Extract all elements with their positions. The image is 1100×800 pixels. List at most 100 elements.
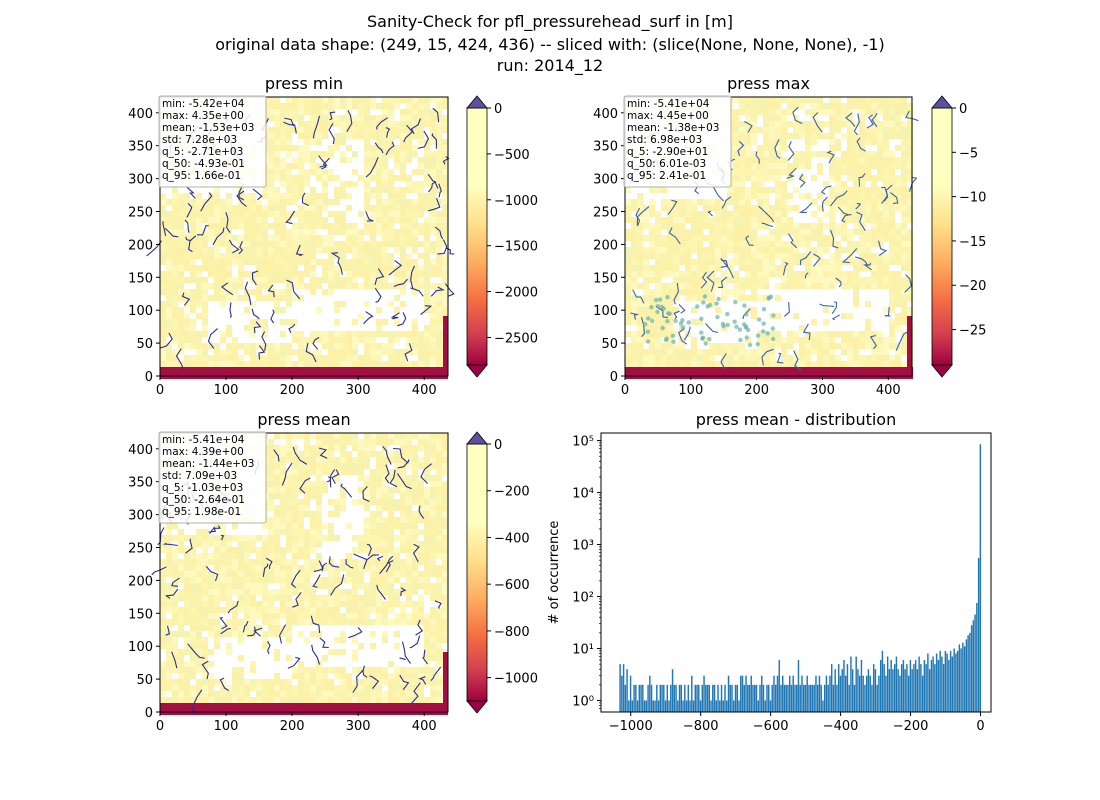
x-tick-label: −400 <box>823 719 859 734</box>
stats-line: max: 4.39e+00 <box>162 446 244 458</box>
histogram-bar <box>640 684 642 712</box>
colorbar-tick-label: −1000 <box>494 672 538 687</box>
histogram-bar <box>775 684 777 712</box>
histogram-bar <box>925 664 927 712</box>
histogram-bar <box>876 684 878 712</box>
x-tick-label: −800 <box>683 719 719 734</box>
y-tick-label: 10² <box>572 591 594 606</box>
histogram-bar <box>853 684 856 712</box>
colorbar-tick-label: −2000 <box>494 286 538 301</box>
histogram-bar <box>717 684 719 712</box>
histogram-bar <box>796 684 798 712</box>
x-tick-label: 300 <box>346 383 371 398</box>
histogram-bar <box>942 664 945 712</box>
histogram-bar <box>825 675 828 712</box>
histogram-bar <box>914 660 917 712</box>
histogram-bar <box>902 660 905 712</box>
x-tick-label: 0 <box>156 719 164 734</box>
histogram-bar <box>787 684 789 712</box>
x-tick-label: 0 <box>621 383 629 398</box>
histogram-bar <box>659 684 662 712</box>
histogram-bar <box>976 603 978 712</box>
histogram-bar <box>727 675 730 712</box>
y-tick-label: 150 <box>128 607 153 622</box>
histogram-bar <box>846 664 849 712</box>
histogram-bar <box>792 675 794 712</box>
colorbar-extend-min <box>466 700 488 714</box>
colorbar: 0 −500 −1000 −1500 −2000 −2500 <box>466 95 538 378</box>
histogram-bar <box>719 700 721 712</box>
histogram-bar <box>864 684 866 712</box>
histogram-bar <box>860 660 863 712</box>
histogram-bar <box>759 684 761 712</box>
histogram-bar <box>949 650 952 712</box>
stats-line: mean: -1.44e+03 <box>162 458 254 470</box>
histogram-bar <box>958 644 961 712</box>
histogram-bar <box>962 642 964 712</box>
heatmap-panel-1: press min 0 100 200 300 400 0 50 100 150 200 250 300… <box>128 74 538 398</box>
histogram-bar <box>806 675 808 712</box>
colorbar-tick-label: −800 <box>494 625 530 640</box>
colorbar-tick-label: −500 <box>494 148 530 163</box>
histogram-bar <box>874 669 877 712</box>
histogram-bar <box>724 684 726 712</box>
histogram-bar <box>829 675 831 712</box>
histogram-bar <box>666 684 669 712</box>
histogram-bar <box>682 700 684 712</box>
histogram-bar <box>809 684 812 712</box>
stats-line: min: -5.42e+04 <box>162 98 245 110</box>
heatmap-panel-3: press mean 0 100 200 300 400 0 50 100 150 200 250 30… <box>128 410 538 734</box>
colorbar-gradient <box>931 107 953 366</box>
histogram-bar <box>740 675 742 712</box>
histogram-bar <box>633 684 635 712</box>
stats-line: q_95: 1.66e-01 <box>162 170 241 182</box>
histogram-bar <box>895 656 898 712</box>
stats-line: q_50: -2.64e-01 <box>162 494 245 506</box>
y-axis-label: # of occurrence <box>547 521 562 625</box>
histogram-bar <box>754 684 756 712</box>
histogram-bar <box>743 684 745 712</box>
y-tick-label: 400 <box>593 107 618 122</box>
y-tick-label: 0 <box>610 370 618 385</box>
histogram-bar <box>736 684 738 712</box>
stats-line: mean: -1.38e+03 <box>627 122 719 134</box>
x-tick-label: 400 <box>412 719 437 734</box>
y-tick-label: 10⁰ <box>572 694 594 709</box>
histogram-bar <box>946 653 948 712</box>
histogram-bar <box>638 684 641 712</box>
colorbar-gradient <box>466 107 488 366</box>
histogram-bar <box>789 675 791 712</box>
plot-frame <box>159 432 449 713</box>
histogram-bar <box>663 684 665 712</box>
histogram-bar <box>776 675 779 712</box>
histogram-bar <box>794 684 796 712</box>
histogram-bar <box>897 669 899 712</box>
y-tick-label: 10⁵ <box>572 435 594 450</box>
y-tick-label: 50 <box>136 673 153 688</box>
histogram-bar <box>956 650 959 712</box>
histogram-bar <box>927 653 929 712</box>
colorbar-tick-label: 0 <box>494 438 502 453</box>
y-tick-label: 350 <box>128 476 153 491</box>
histogram-bar <box>645 700 648 712</box>
x-tick-label: 200 <box>280 383 305 398</box>
histogram-bar <box>733 700 735 712</box>
stats-line: q_95: 2.41e-01 <box>627 170 706 182</box>
y-tick-label: 50 <box>601 337 618 352</box>
histogram-bar <box>888 669 891 712</box>
histogram-bar <box>673 684 676 712</box>
histogram-bar <box>691 675 693 712</box>
figure-title-line-2: original data shape: (249, 15, 424, 436)… <box>215 35 885 54</box>
histogram-bar <box>965 639 968 712</box>
histogram-bar <box>635 684 637 712</box>
x-tick-label: 200 <box>744 383 769 398</box>
colorbar-tick-label: −10 <box>959 191 986 206</box>
x-tick-label: 400 <box>876 383 901 398</box>
histogram-bar <box>851 669 854 712</box>
histogram-bar <box>747 684 749 712</box>
histogram-bar <box>713 684 716 712</box>
y-tick-label: 10¹ <box>572 642 594 657</box>
histogram-bar <box>703 675 705 712</box>
histogram-bar <box>757 700 759 712</box>
plot-frame <box>600 432 992 713</box>
